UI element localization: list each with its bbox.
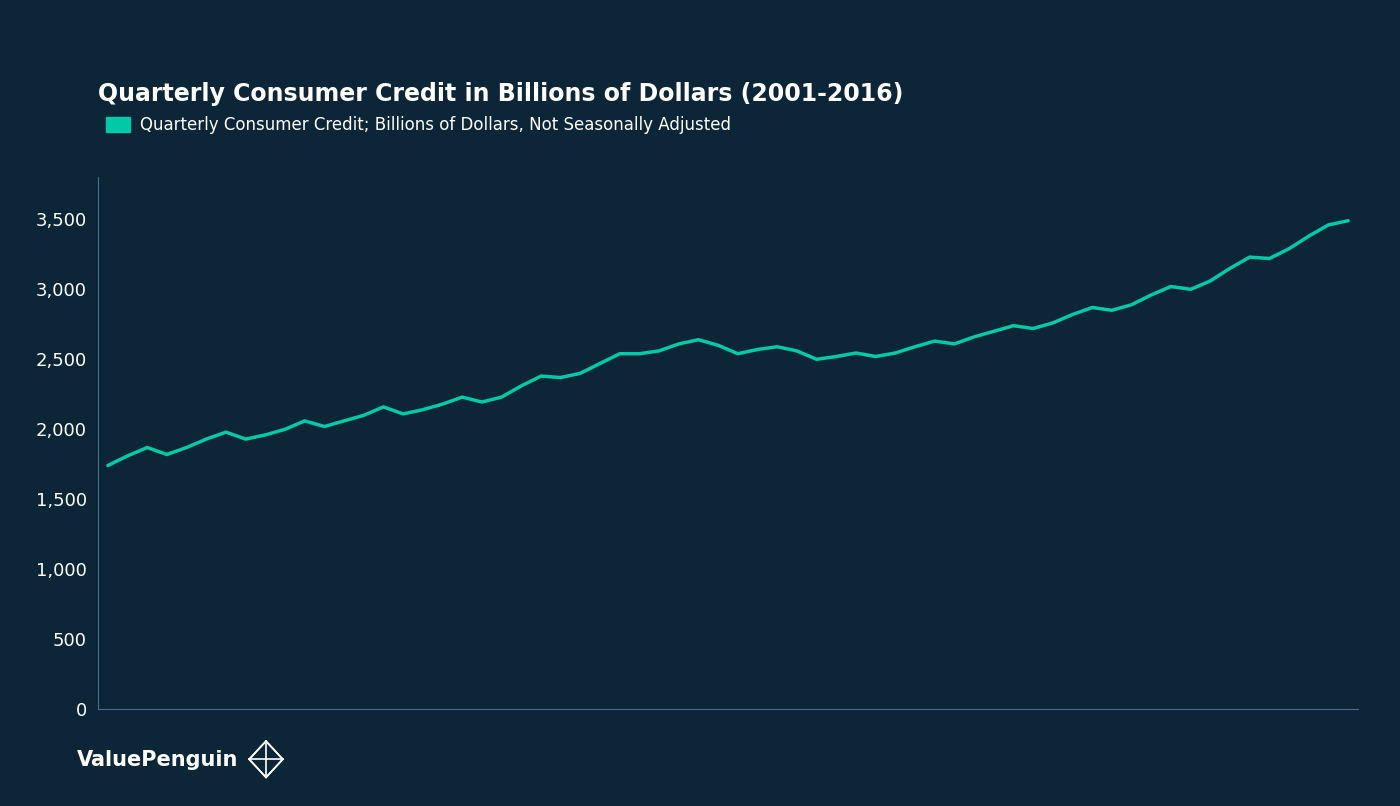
Text: ValuePenguin: ValuePenguin	[77, 750, 238, 770]
Text: Quarterly Consumer Credit in Billions of Dollars (2001-2016): Quarterly Consumer Credit in Billions of…	[98, 82, 903, 106]
Legend: Quarterly Consumer Credit; Billions of Dollars, Not Seasonally Adjusted: Quarterly Consumer Credit; Billions of D…	[106, 117, 731, 135]
